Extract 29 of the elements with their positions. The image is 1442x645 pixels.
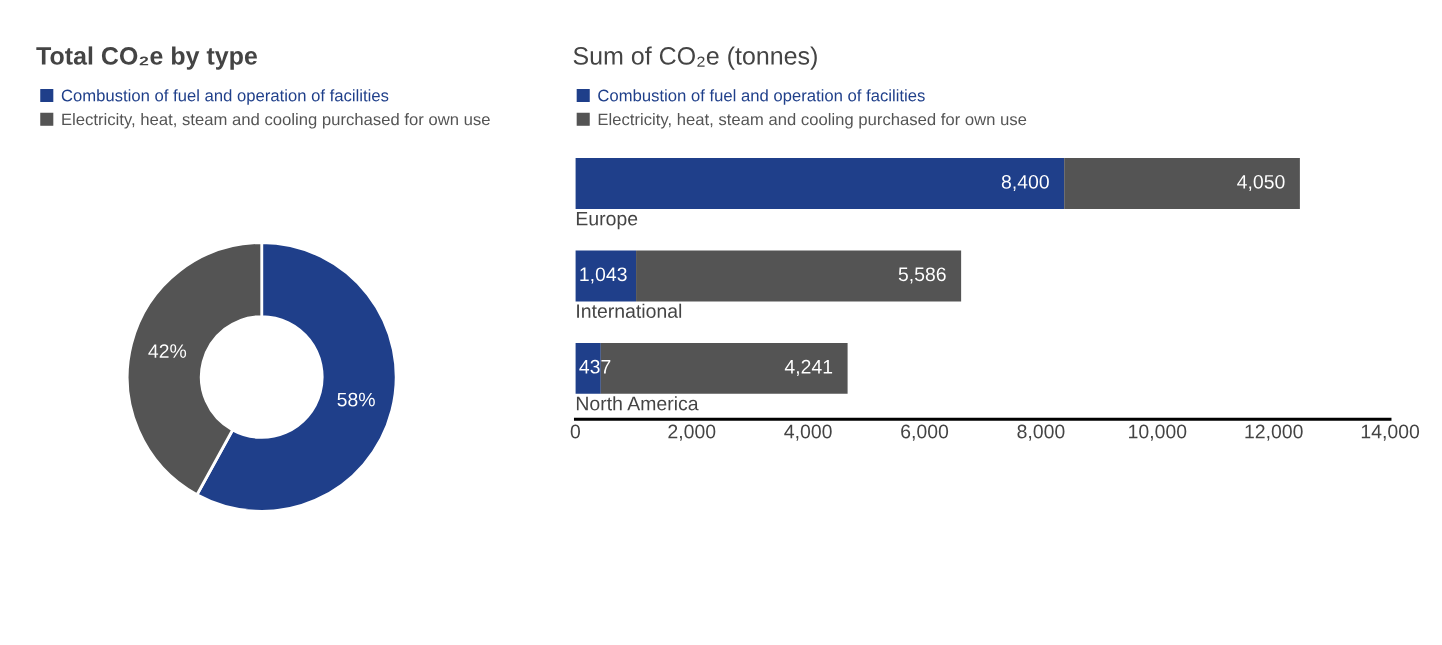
data-label: 4,241 [784, 359, 833, 376]
y-tick-label: Europe [576, 211, 638, 230]
data-label: 8,400 [1001, 174, 1049, 192]
data-label: 42% [148, 344, 187, 358]
bar [575, 250, 637, 302]
legend-label: Electricity, heat, steam and cooling purchased for own use [598, 113, 1027, 129]
x-tick-label: 8,000 [1017, 424, 1065, 441]
x-tick-label: 12,000 [1245, 424, 1303, 441]
data-label: 58% [337, 392, 375, 407]
chart-title: Sum of CO₂e (tonnes) [573, 46, 817, 70]
legend-label: Electricity, heat, steam and cooling purchased for own use [62, 113, 490, 129]
x-tick-label: 6,000 [901, 424, 949, 441]
bar [575, 158, 1065, 209]
legend-label: Combustion of fuel and operation of facilities [61, 89, 389, 105]
x-tick-label: 0 [570, 424, 580, 439]
x-tick-label: 14,000 [1361, 424, 1420, 441]
bar [1064, 158, 1300, 209]
chart-title: Total CO₂e by type [36, 46, 257, 70]
y-tick-label: International [577, 303, 682, 318]
x-tick-label: 4,000 [784, 424, 832, 441]
legend-label: Combustion of fuel and operation of facilities [598, 89, 925, 105]
x-tick-label: 2,000 [668, 424, 716, 441]
data-label: 437 [579, 359, 611, 374]
data-label: 5,586 [898, 267, 946, 284]
y-tick-label: North America [576, 396, 699, 411]
data-label: 1,043 [580, 267, 627, 284]
x-tick-label: 10,000 [1129, 424, 1187, 441]
data-label: 4,050 [1237, 174, 1285, 192]
bar [636, 250, 962, 302]
